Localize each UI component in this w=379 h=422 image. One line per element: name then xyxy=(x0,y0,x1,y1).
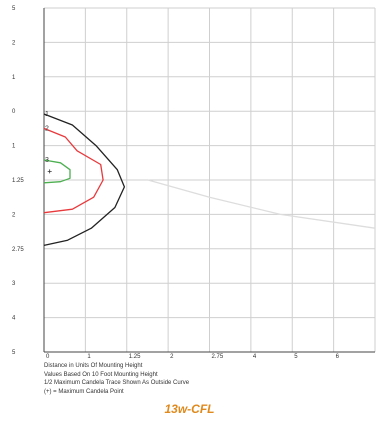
curve-3 xyxy=(43,159,71,184)
max-candela-point xyxy=(47,169,52,174)
curve-label-3: 3 xyxy=(45,157,49,164)
note-distance: Distance in Units Of Mounting Height xyxy=(44,363,143,369)
note-max-point: (+) = Maximum Candela Point xyxy=(44,388,124,395)
axes xyxy=(43,8,375,353)
x-tick-labels: 0 1 1.25 2 2.75 4 5 6 xyxy=(46,354,340,360)
curve-labels: 1 2 3 xyxy=(45,111,49,164)
x-tick-label: 1.25 xyxy=(129,354,141,360)
x-tick-label: 1 xyxy=(87,354,91,360)
curve-2 xyxy=(43,127,104,214)
y-tick-label: 1 xyxy=(12,75,16,81)
y-tick-label: 0 xyxy=(12,109,16,115)
curve-label-2: 2 xyxy=(45,125,49,132)
x-tick-label: 2.75 xyxy=(212,354,224,360)
isofootcandle-chart: 5 2 1 0 1 1.25 2 2.75 3 4 5 0 1 1.25 2 2.75 4 5 6 1 2 3 xyxy=(12,6,376,360)
y-tick-label: 3 xyxy=(12,281,16,287)
y-tick-label: 4 xyxy=(12,316,16,322)
x-tick-label: 6 xyxy=(336,354,340,360)
grid xyxy=(44,7,376,352)
note-mounting-height: Values Based On 10 Foot Mounting Height xyxy=(44,371,158,378)
curves xyxy=(43,113,376,247)
y-tick-label: 2.75 xyxy=(12,247,24,253)
x-tick-label: 5 xyxy=(294,354,298,360)
y-tick-label: 5 xyxy=(12,350,16,356)
y-tick-label: 2 xyxy=(12,40,16,46)
chart-title: 13w-CFL xyxy=(164,402,215,416)
curve-faint xyxy=(147,179,376,229)
x-tick-label: 4 xyxy=(253,354,257,360)
y-tick-labels: 5 2 1 0 1 1.25 2 2.75 3 4 5 xyxy=(12,6,24,356)
curve-1 xyxy=(43,113,126,247)
y-tick-label: 1.25 xyxy=(12,178,24,184)
curve-label-1: 1 xyxy=(45,111,49,118)
chart-notes: Distance in Units Of Mounting Height Val… xyxy=(44,362,189,396)
x-tick-label: 0 xyxy=(46,354,50,360)
y-tick-label: 2 xyxy=(12,212,16,218)
x-tick-label: 2 xyxy=(170,354,174,360)
y-tick-label: 5 xyxy=(12,6,16,12)
y-tick-label: 1 xyxy=(12,144,16,150)
note-half-max: 1/2 Maximum Candela Trace Shown As Outsi… xyxy=(44,380,190,386)
